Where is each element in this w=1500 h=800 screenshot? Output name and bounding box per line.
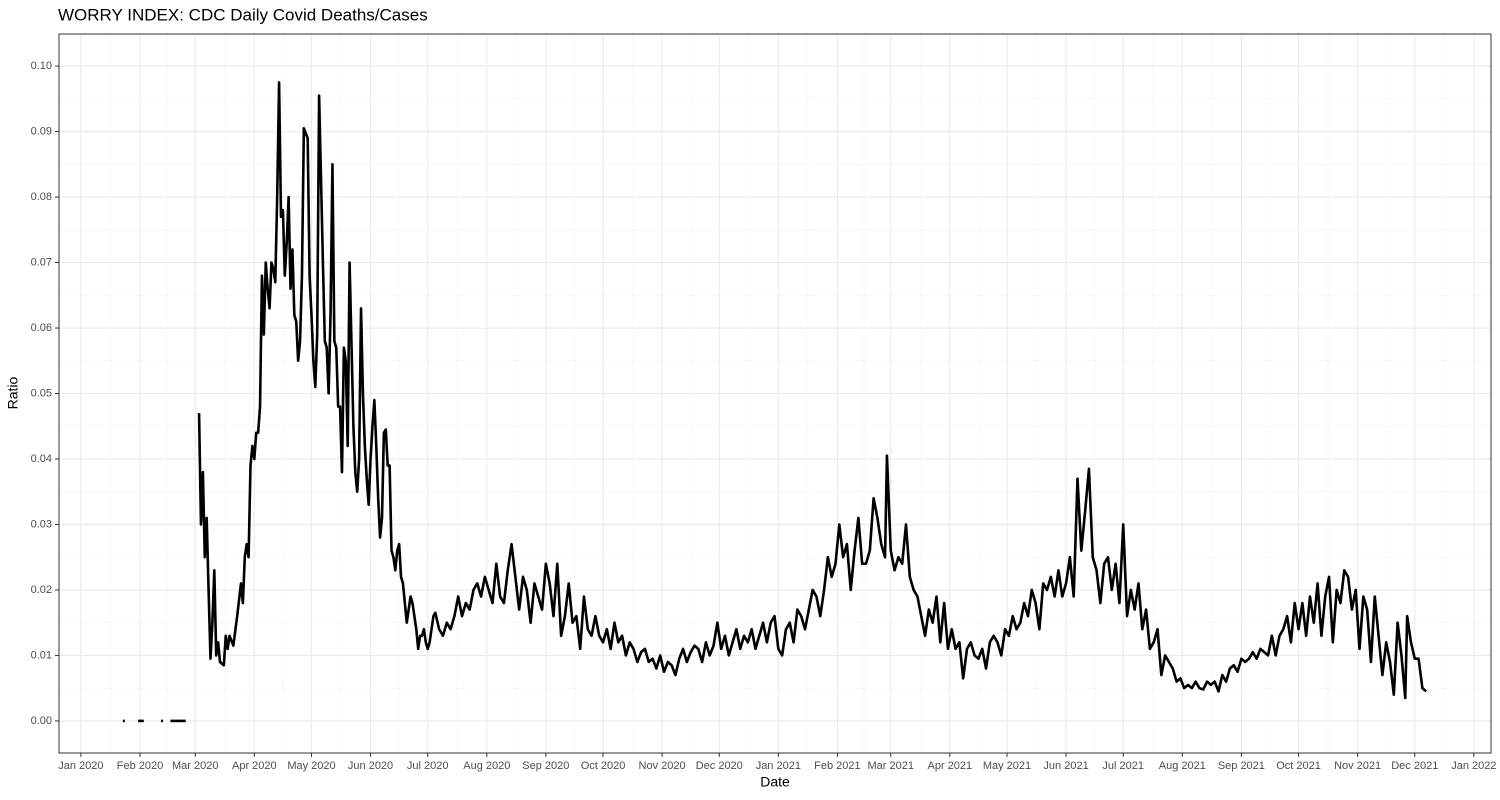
y-tick-label: 0.02 — [31, 584, 52, 596]
y-tick-label: 0.08 — [31, 191, 52, 203]
y-tick-label: 0.05 — [31, 387, 52, 399]
x-tick-label: Jan 2022 — [1451, 760, 1496, 772]
y-axis-title: Ratio — [5, 376, 21, 409]
x-axis-title: Date — [760, 774, 790, 790]
x-tick-label: Jun 2020 — [348, 760, 393, 772]
x-tick-label: Jan 2021 — [756, 760, 801, 772]
plot-marks — [122, 81, 1428, 723]
x-tick-label: Nov 2021 — [1334, 760, 1381, 772]
x-tick-label: Oct 2021 — [1276, 760, 1321, 772]
x-tick-label: Jun 2021 — [1043, 760, 1088, 772]
axes: 0.00 0.01 0.02 0.03 0.04 0.05 0.06 0.07 0.08 0.09… — [31, 60, 1497, 772]
x-tick-label: Apr 2020 — [232, 760, 277, 772]
x-tick-label: Jul 2021 — [1102, 760, 1144, 772]
y-tick-label: 0.07 — [31, 256, 52, 268]
x-tick-label: May 2021 — [983, 760, 1031, 772]
x-tick-label: Sep 2021 — [1218, 760, 1265, 772]
x-tick-label: Feb 2020 — [117, 760, 163, 772]
x-tick-label: Nov 2020 — [639, 760, 686, 772]
x-tick-label: May 2020 — [287, 760, 335, 772]
y-tick-label: 0.00 — [31, 715, 52, 727]
data-line — [197, 81, 1428, 700]
x-tick-label: Dec 2020 — [696, 760, 743, 772]
x-tick-label: Sep 2020 — [522, 760, 569, 772]
x-tick-label: Oct 2020 — [581, 760, 626, 772]
x-tick-label: Mar 2021 — [868, 760, 914, 772]
x-tick-label: Dec 2021 — [1391, 760, 1438, 772]
x-tick-label: Jan 2020 — [58, 760, 103, 772]
y-tick-label: 0.10 — [31, 60, 52, 72]
x-tick-label: Mar 2020 — [172, 760, 218, 772]
x-tick-label: Aug 2020 — [463, 760, 510, 772]
chart-title: WORRY INDEX: CDC Daily Covid Deaths/Case… — [58, 5, 428, 24]
y-tick-label: 0.03 — [31, 518, 52, 530]
y-tick-label: 0.04 — [31, 453, 52, 465]
x-tick-label: Aug 2021 — [1159, 760, 1206, 772]
y-tick-label: 0.01 — [31, 649, 52, 661]
y-tick-label: 0.09 — [31, 125, 52, 137]
x-tick-label: Feb 2021 — [814, 760, 860, 772]
y-tick-label: 0.06 — [31, 322, 52, 334]
x-tick-label: Jul 2020 — [407, 760, 449, 772]
x-tick-label: Apr 2021 — [928, 760, 973, 772]
